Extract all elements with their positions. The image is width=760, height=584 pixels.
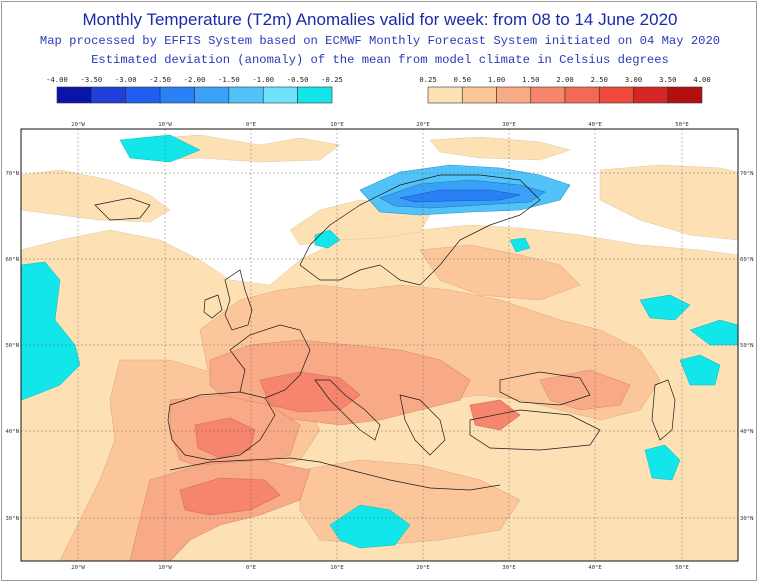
cold-legend-tick-label: -4.00: [46, 75, 68, 84]
cold-legend-tick-label: -3.00: [115, 75, 137, 84]
cold-legend-tick-label: -1.00: [252, 75, 274, 84]
right-latitude-labels: 70°N 60°N 50°N 40°N 30°N: [740, 171, 753, 522]
lat-label: 40°N: [6, 429, 19, 435]
coastlines: [94, 174, 676, 491]
lat-label: 60°N: [740, 257, 753, 263]
map-border: [20, 128, 739, 562]
warm-legend-tick-label: 4.00: [693, 75, 710, 84]
cold-anomaly-legend: -4.00 -3.50 -3.00 -2.50 -2.00 -1.50 -1.00 -0.50…: [46, 75, 343, 104]
top-longitude-labels: 20°W 10°W 0°E 10°E 20°E 30°E 40°E 50°E: [71, 122, 689, 128]
map-subtitle-description: Estimated deviation (anomaly) of the mea…: [91, 53, 669, 67]
lat-label: 70°N: [6, 171, 19, 177]
cold-legend-tick-label: -2.00: [184, 75, 206, 84]
map-title: Monthly Temperature (T2m) Anomalies vali…: [82, 10, 678, 29]
lat-label: 50°N: [740, 343, 753, 349]
lon-label: 20°E: [416, 122, 430, 128]
cold-anomaly-scandinavia: [359, 164, 571, 216]
lon-label: 10°W: [158, 122, 172, 128]
color-legend: -4.00 -3.50 -3.00 -2.50 -2.00 -1.50 -1.00 -0.50…: [46, 75, 711, 104]
lon-label: 10°W: [158, 565, 172, 571]
lon-label: 10°E: [330, 565, 344, 571]
lon-label: 50°E: [675, 122, 689, 128]
warm-anomaly-hot-region: [179, 371, 521, 516]
cold-legend-swatch: [297, 86, 333, 104]
lon-label: 30°E: [502, 565, 516, 571]
warm-legend-tick-label: 0.25: [419, 75, 436, 84]
warm-legend-swatch: [667, 86, 703, 104]
bottom-longitude-labels: 20°W 10°W 0°E 10°E 20°E 30°E 40°E 50°E: [71, 565, 689, 571]
lon-label: 10°E: [330, 122, 344, 128]
cold-legend-tick-label: -2.50: [149, 75, 171, 84]
lat-label: 50°N: [6, 343, 19, 349]
lon-label: 30°E: [502, 122, 516, 128]
lon-label: 40°E: [588, 122, 602, 128]
lon-label: 20°E: [416, 565, 430, 571]
cold-legend-tick-label: -3.50: [81, 75, 103, 84]
graticule: [21, 129, 738, 561]
cold-legend-tick-label: -0.50: [287, 75, 309, 84]
warm-legend-tick-label: 1.00: [488, 75, 505, 84]
cold-anomaly-light-region: [21, 134, 738, 549]
lat-label: 40°N: [740, 429, 753, 435]
lon-label: 20°W: [71, 565, 85, 571]
lon-label: 40°E: [588, 565, 602, 571]
cold-legend-tick-label: -0.25: [321, 75, 343, 84]
warm-anomaly-legend: 0.25 0.50 1.00 1.50 2.00 2.50 3.00 3.50 4.00: [419, 75, 711, 104]
lon-label: 20°W: [71, 122, 85, 128]
warm-legend-tick-label: 2.50: [591, 75, 608, 84]
lon-label: 50°E: [675, 565, 689, 571]
lat-label: 70°N: [740, 171, 753, 177]
warm-legend-tick-label: 2.00: [556, 75, 573, 84]
warm-legend-tick-label: 3.50: [659, 75, 676, 84]
lon-label: 0°E: [246, 565, 257, 571]
lat-label: 60°N: [6, 257, 19, 263]
map-subtitle-source: Map processed by EFFIS System based on E…: [39, 34, 721, 48]
warm-legend-tick-label: 3.00: [625, 75, 642, 84]
cold-legend-tick-label: -1.50: [218, 75, 240, 84]
left-latitude-labels: 70°N 60°N 50°N 40°N 30°N: [6, 171, 19, 522]
lon-label: 0°E: [246, 122, 257, 128]
lat-label: 30°N: [740, 516, 753, 522]
warm-legend-tick-label: 0.50: [454, 75, 471, 84]
warm-legend-tick-label: 1.50: [522, 75, 539, 84]
lat-label: 30°N: [6, 516, 19, 522]
